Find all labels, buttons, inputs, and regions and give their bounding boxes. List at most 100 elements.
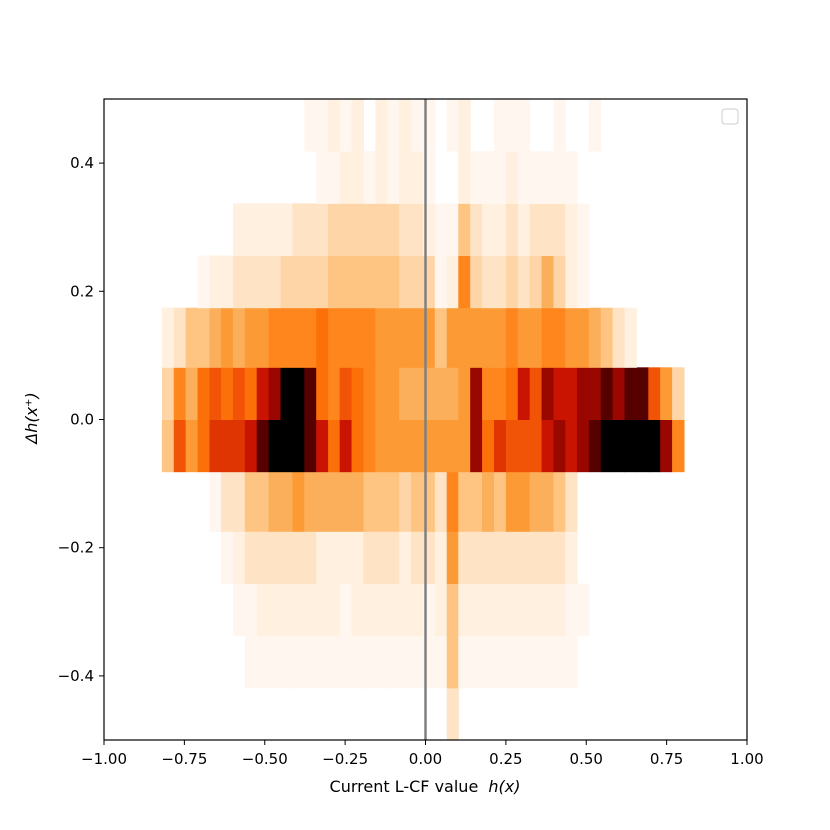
heatmap-cell [351, 203, 364, 257]
heatmap-cell [292, 419, 305, 473]
heatmap-cell [517, 471, 531, 532]
heatmap-cell [446, 531, 459, 584]
heatmap-cell [493, 531, 507, 584]
heatmap-cell [316, 367, 329, 420]
heatmap-cell [399, 419, 412, 473]
heatmap-cell [161, 367, 175, 420]
heatmap-cell [553, 151, 566, 204]
heatmap-cell [588, 307, 602, 368]
heatmap-cell [624, 367, 637, 420]
heatmap-cell [256, 583, 270, 637]
heatmap-cell [328, 99, 341, 152]
heatmap-cell [612, 367, 626, 420]
heatmap-cell [280, 471, 293, 532]
heatmap-cells [161, 99, 685, 741]
heatmap-cell [387, 531, 400, 584]
heatmap-cell [351, 307, 364, 368]
heatmap-cell [458, 151, 471, 204]
heatmap-cell [553, 367, 566, 420]
heatmap-cell [529, 531, 543, 584]
heatmap-cell [565, 419, 578, 473]
heatmap-cell [493, 307, 507, 368]
heatmap-cell [434, 203, 448, 257]
heatmap-cell [244, 419, 258, 473]
heatmap-cell [588, 419, 602, 473]
heatmap-cell [351, 471, 364, 532]
heatmap-cell [517, 583, 531, 637]
heatmap-cell [351, 255, 364, 309]
heatmap-cell [493, 419, 507, 473]
heatmap-cell [387, 151, 400, 204]
heatmap-cell [517, 531, 531, 584]
heatmap-cell [411, 471, 424, 532]
heatmap-cell [280, 203, 293, 257]
heatmap-cell [565, 583, 578, 637]
heatmap-cell [446, 307, 459, 368]
heatmap-cell [411, 635, 424, 689]
heatmap-cell [256, 419, 270, 473]
heatmap-cell [529, 307, 543, 368]
heatmap-cell [209, 255, 222, 309]
heatmap-cell [328, 255, 341, 309]
heatmap-cell [493, 255, 507, 309]
heatmap-cell [470, 419, 483, 473]
heatmap-cell [363, 203, 376, 257]
heatmap-cell [588, 99, 602, 152]
heatmap-cell [565, 531, 578, 584]
heatmap-cell [576, 203, 590, 257]
heatmap-cell [268, 367, 282, 420]
heatmap-cell [173, 419, 187, 473]
heatmap-cell [268, 531, 282, 584]
heatmap-cell [600, 367, 614, 420]
x-tick-label: 0.00 [409, 750, 442, 768]
heatmap-cell [458, 583, 471, 637]
heatmap-cell [529, 255, 543, 309]
heatmap-cell [541, 203, 554, 257]
heatmap-cell [529, 203, 543, 257]
heatmap-cell [363, 531, 376, 584]
heatmap-cell [244, 203, 258, 257]
heatmap-cell [482, 419, 495, 473]
heatmap-cell [470, 471, 483, 532]
heatmap-cell [434, 307, 448, 368]
heatmap-cell [328, 583, 341, 637]
heatmap-cell [411, 583, 424, 637]
heatmap-cell [411, 151, 424, 204]
heatmap-cell [565, 307, 578, 368]
heatmap-cell [304, 307, 317, 368]
x-tick-label: 0.25 [489, 750, 522, 768]
heatmap-cell [529, 635, 543, 689]
heatmap-cell [600, 307, 614, 368]
heatmap-cell [173, 307, 187, 368]
heatmap-cell [375, 583, 388, 637]
heatmap-cell [482, 531, 495, 584]
heatmap-cell [244, 471, 258, 532]
heatmap-cell [493, 635, 507, 689]
heatmap-cell [541, 151, 554, 204]
heatmap-cell [280, 635, 293, 689]
heatmap-cell [339, 307, 353, 368]
heatmap-cell [375, 471, 388, 532]
heatmap-cell [268, 635, 282, 689]
heatmap-cell [636, 419, 649, 473]
heatmap-cell [411, 531, 424, 584]
heatmap-cell [446, 687, 459, 741]
heatmap-cell [411, 255, 424, 309]
heatmap-cell [529, 583, 543, 637]
heatmap-cell [399, 203, 412, 257]
heatmap-cell [612, 419, 626, 473]
x-axis-label: Current L-CF value h(x) [330, 777, 521, 796]
heatmap-cell [529, 419, 543, 473]
heatmap-cell [458, 635, 471, 689]
x-tick-label: 1.00 [730, 750, 763, 768]
heatmap-cell [209, 367, 222, 420]
heatmap-cell [304, 471, 317, 532]
heatmap-cell [624, 307, 637, 368]
heatmap-cell [244, 255, 258, 309]
y-axis-label: Δh(x⁺) [22, 392, 41, 445]
x-axis-label-math: h(x) [488, 777, 520, 796]
y-tick-label: 0.4 [70, 154, 94, 172]
x-tick-label: 0.75 [650, 750, 683, 768]
heatmap-cell [375, 203, 388, 257]
heatmap-cell [339, 583, 353, 637]
